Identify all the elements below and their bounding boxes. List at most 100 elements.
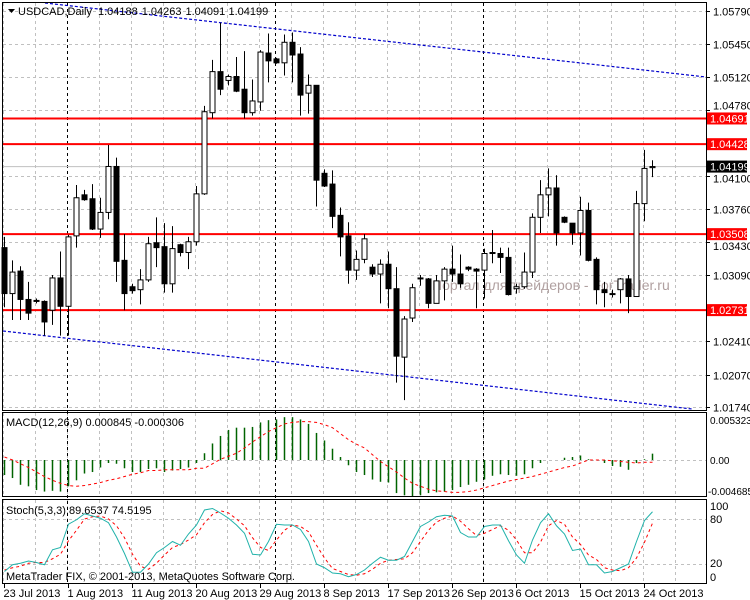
candle-body-bear bbox=[553, 187, 560, 234]
date-axis-label: 17 Sep 2013 bbox=[388, 588, 450, 600]
candle-body-bear bbox=[497, 252, 504, 258]
candle-body-bear bbox=[329, 183, 336, 217]
level-price-label: 1.04691 bbox=[710, 113, 750, 125]
candle-body-bull bbox=[361, 238, 368, 260]
candle-body-bull bbox=[353, 258, 360, 271]
candle bbox=[441, 267, 448, 301]
candle-body-bear bbox=[41, 300, 48, 323]
candle bbox=[625, 275, 632, 314]
candle bbox=[489, 230, 496, 264]
candle bbox=[585, 202, 592, 262]
candle-body-bear bbox=[601, 289, 608, 294]
horizontal-levels[interactable]: 1.04199 1.04691 1.04428 1.03508 1.02731 bbox=[3, 112, 750, 317]
candle-body-bear bbox=[473, 268, 480, 272]
macd-axis-zero: 0.00 bbox=[710, 456, 730, 467]
candle-body-bear bbox=[393, 288, 400, 357]
upper-trendline[interactable] bbox=[44, 2, 707, 78]
candle-body-bear bbox=[609, 293, 616, 296]
candle bbox=[41, 300, 48, 336]
price-axis-label: 1.03430 bbox=[713, 241, 750, 253]
copyright: MetaTrader FIX, © 2001-2013, MetaQuotes … bbox=[6, 571, 295, 583]
candle-body-bull bbox=[257, 51, 264, 103]
candle bbox=[473, 268, 480, 309]
candle bbox=[113, 157, 120, 282]
candle-body-bull bbox=[201, 111, 208, 195]
candle-body-bull bbox=[185, 241, 192, 254]
candle-body-bear bbox=[561, 216, 568, 223]
candle bbox=[281, 34, 288, 76]
candle bbox=[33, 298, 40, 304]
candle bbox=[553, 175, 560, 246]
candle bbox=[609, 289, 616, 298]
candle bbox=[25, 281, 32, 320]
level-price-badge bbox=[707, 138, 747, 151]
macd-axis-min: -0.004685 bbox=[708, 487, 750, 498]
candle-body-bear bbox=[385, 263, 392, 290]
candle bbox=[289, 32, 296, 83]
price-axis-label: 1.03760 bbox=[713, 205, 750, 217]
candle bbox=[385, 251, 392, 309]
date-axis-label: 11 Aug 2013 bbox=[132, 588, 193, 600]
candles bbox=[1, 22, 656, 401]
macd-signal-line bbox=[4, 421, 653, 493]
price-axis-label: 1.05120 bbox=[713, 73, 750, 85]
price-axis-label: 1.01740 bbox=[713, 403, 750, 415]
candle bbox=[409, 283, 416, 322]
candle-body-bear bbox=[593, 258, 600, 291]
candle-body-bear bbox=[273, 58, 280, 64]
macd-panel-frame bbox=[2, 412, 707, 497]
candle bbox=[449, 245, 456, 282]
price-axis-label: 1.04100 bbox=[713, 174, 750, 186]
candle-body-bull bbox=[617, 278, 624, 291]
candle-body-bear bbox=[625, 278, 632, 298]
candle-body-bull bbox=[537, 194, 544, 218]
candle-body-bull bbox=[225, 76, 232, 81]
candle bbox=[193, 186, 200, 246]
candle-body-bear bbox=[337, 214, 344, 238]
date-axis-label: 24 Oct 2013 bbox=[644, 588, 704, 600]
candle bbox=[561, 216, 568, 224]
candle-body-bull bbox=[377, 263, 384, 275]
candle bbox=[49, 275, 56, 325]
date-axis-label: 29 Aug 2013 bbox=[260, 588, 322, 600]
dropdown-triangle-icon[interactable] bbox=[8, 9, 15, 13]
stoch-axis-20: 20 bbox=[710, 558, 722, 570]
candle-body-bull bbox=[649, 166, 656, 169]
candle bbox=[345, 222, 352, 284]
current-price-badge bbox=[707, 160, 747, 173]
candle-body-bull bbox=[137, 279, 144, 291]
candle-body-bear bbox=[289, 41, 296, 56]
candle-body-bull bbox=[417, 277, 424, 280]
candle bbox=[369, 264, 376, 277]
candle-body-bear bbox=[153, 242, 160, 249]
level-price-badge bbox=[707, 112, 747, 125]
candle bbox=[569, 222, 576, 245]
candle bbox=[593, 257, 600, 305]
candle-body-bear bbox=[113, 165, 120, 262]
candle bbox=[201, 105, 208, 195]
candle-body-bull bbox=[409, 287, 416, 319]
candle bbox=[81, 189, 88, 201]
candle-body-bear bbox=[121, 259, 128, 295]
candle-body-bear bbox=[465, 266, 472, 270]
date-axis-label: 8 Sep 2013 bbox=[324, 588, 380, 600]
candle bbox=[545, 168, 552, 217]
level-price-label: 1.03508 bbox=[710, 229, 750, 241]
candle bbox=[465, 266, 472, 272]
candle-body-bear bbox=[505, 256, 512, 296]
candle bbox=[89, 184, 96, 231]
candle-body-bull bbox=[481, 252, 488, 271]
candle-body-bull bbox=[209, 71, 216, 114]
candle-body-bull bbox=[281, 41, 288, 64]
candle-body-bull bbox=[65, 236, 72, 307]
trendlines[interactable] bbox=[2, 2, 707, 410]
candle-body-bear bbox=[425, 278, 432, 304]
candle bbox=[361, 233, 368, 264]
candle bbox=[601, 281, 608, 308]
candle-body-bull bbox=[433, 280, 440, 304]
candle-body-bear bbox=[233, 76, 240, 92]
level-price-badge bbox=[707, 304, 747, 317]
lower-trendline[interactable] bbox=[2, 330, 693, 410]
candle bbox=[73, 185, 80, 248]
